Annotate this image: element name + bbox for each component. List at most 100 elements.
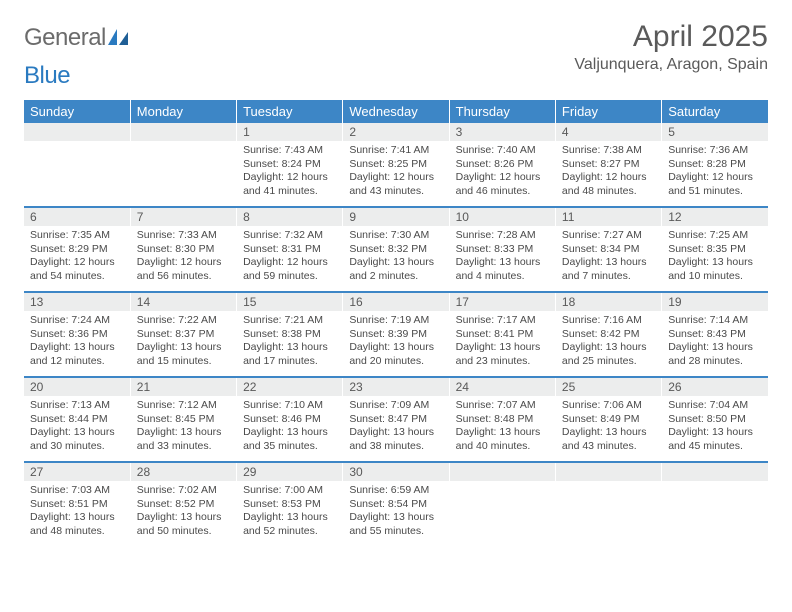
sunset-line: Sunset: 8:34 PM [562,243,655,257]
sunset-line: Sunset: 8:42 PM [562,328,655,342]
sunrise-line: Sunrise: 7:43 AM [243,144,336,158]
date-detail-cell: Sunrise: 7:12 AMSunset: 8:45 PMDaylight:… [130,396,236,462]
sunrise-line: Sunrise: 7:17 AM [456,314,549,328]
daylight-line: Daylight: 13 hours and 48 minutes. [30,511,124,538]
sunrise-line: Sunrise: 7:36 AM [668,144,762,158]
date-number-cell: 16 [343,292,449,311]
date-detail-cell: Sunrise: 7:03 AMSunset: 8:51 PMDaylight:… [24,481,130,547]
date-detail-cell: Sunrise: 7:33 AMSunset: 8:30 PMDaylight:… [130,226,236,292]
date-detail-cell: Sunrise: 7:24 AMSunset: 8:36 PMDaylight:… [24,311,130,377]
sunset-line: Sunset: 8:24 PM [243,158,336,172]
daylight-line: Daylight: 13 hours and 2 minutes. [349,256,442,283]
date-number-cell: 21 [130,377,236,396]
sunset-line: Sunset: 8:39 PM [349,328,442,342]
sunset-line: Sunset: 8:36 PM [30,328,124,342]
logo-word-general: General [24,24,106,51]
date-detail-cell [130,141,236,207]
date-detail-cell: Sunrise: 7:40 AMSunset: 8:26 PMDaylight:… [449,141,555,207]
sunset-line: Sunset: 8:54 PM [349,498,442,512]
daylight-line: Daylight: 12 hours and 56 minutes. [137,256,230,283]
sunset-line: Sunset: 8:49 PM [562,413,655,427]
daylight-line: Daylight: 13 hours and 43 minutes. [562,426,655,453]
sunrise-line: Sunrise: 6:59 AM [349,484,442,498]
daylight-line: Daylight: 13 hours and 45 minutes. [668,426,762,453]
dow-header: Tuesday [237,100,343,123]
daylight-line: Daylight: 12 hours and 46 minutes. [456,171,549,198]
daylight-line: Daylight: 12 hours and 59 minutes. [243,256,336,283]
date-detail-cell: Sunrise: 7:22 AMSunset: 8:37 PMDaylight:… [130,311,236,377]
date-detail-cell: Sunrise: 7:28 AMSunset: 8:33 PMDaylight:… [449,226,555,292]
date-detail-cell: Sunrise: 7:06 AMSunset: 8:49 PMDaylight:… [555,396,661,462]
date-detail-cell: Sunrise: 7:43 AMSunset: 8:24 PMDaylight:… [237,141,343,207]
sunset-line: Sunset: 8:29 PM [30,243,124,257]
daylight-line: Daylight: 13 hours and 17 minutes. [243,341,336,368]
logo-word-blue: Blue [24,62,70,89]
date-detail-cell: Sunrise: 7:02 AMSunset: 8:52 PMDaylight:… [130,481,236,547]
sunset-line: Sunset: 8:30 PM [137,243,230,257]
sunset-line: Sunset: 8:51 PM [30,498,124,512]
date-number-row: 13141516171819 [24,292,768,311]
date-number-cell: 17 [449,292,555,311]
date-number-cell: 24 [449,377,555,396]
calendar-page: General Blue April 2025 Valjunquera, Arag… [0,0,792,567]
sunset-line: Sunset: 8:31 PM [243,243,336,257]
sunrise-line: Sunrise: 7:41 AM [349,144,442,158]
logo: General Blue [24,24,128,90]
daylight-line: Daylight: 13 hours and 15 minutes. [137,341,230,368]
sunset-line: Sunset: 8:41 PM [456,328,549,342]
date-detail-cell: Sunrise: 7:04 AMSunset: 8:50 PMDaylight:… [662,396,768,462]
sunrise-line: Sunrise: 7:00 AM [243,484,336,498]
page-header: General Blue April 2025 Valjunquera, Arag… [24,20,768,90]
day-of-week-row: Sunday Monday Tuesday Wednesday Thursday… [24,100,768,123]
sunset-line: Sunset: 8:35 PM [668,243,762,257]
date-number-cell: 11 [555,207,661,226]
date-number-cell: 8 [237,207,343,226]
date-detail-row: Sunrise: 7:43 AMSunset: 8:24 PMDaylight:… [24,141,768,207]
date-number-row: 12345 [24,123,768,141]
date-number-cell [662,462,768,481]
sunset-line: Sunset: 8:33 PM [456,243,549,257]
date-number-cell: 23 [343,377,449,396]
dow-header: Friday [555,100,661,123]
date-detail-cell: Sunrise: 7:41 AMSunset: 8:25 PMDaylight:… [343,141,449,207]
date-detail-cell: Sunrise: 7:16 AMSunset: 8:42 PMDaylight:… [555,311,661,377]
daylight-line: Daylight: 13 hours and 7 minutes. [562,256,655,283]
date-number-cell [449,462,555,481]
daylight-line: Daylight: 12 hours and 48 minutes. [562,171,655,198]
daylight-line: Daylight: 13 hours and 23 minutes. [456,341,549,368]
sunrise-line: Sunrise: 7:14 AM [668,314,762,328]
date-detail-cell [24,141,130,207]
date-number-cell: 2 [343,123,449,141]
date-number-cell: 30 [343,462,449,481]
daylight-line: Daylight: 13 hours and 25 minutes. [562,341,655,368]
sunset-line: Sunset: 8:50 PM [668,413,762,427]
date-number-cell: 28 [130,462,236,481]
sunrise-line: Sunrise: 7:22 AM [137,314,230,328]
daylight-line: Daylight: 12 hours and 54 minutes. [30,256,124,283]
date-detail-cell: Sunrise: 6:59 AMSunset: 8:54 PMDaylight:… [343,481,449,547]
daylight-line: Daylight: 13 hours and 52 minutes. [243,511,336,538]
date-detail-row: Sunrise: 7:35 AMSunset: 8:29 PMDaylight:… [24,226,768,292]
title-block: April 2025 Valjunquera, Aragon, Spain [574,20,768,74]
sunset-line: Sunset: 8:27 PM [562,158,655,172]
date-detail-cell: Sunrise: 7:35 AMSunset: 8:29 PMDaylight:… [24,226,130,292]
logo-sail-icon [108,24,128,52]
sunrise-line: Sunrise: 7:13 AM [30,399,124,413]
sunset-line: Sunset: 8:46 PM [243,413,336,427]
date-number-cell: 15 [237,292,343,311]
sunrise-line: Sunrise: 7:32 AM [243,229,336,243]
daylight-line: Daylight: 12 hours and 41 minutes. [243,171,336,198]
date-number-cell: 14 [130,292,236,311]
dow-header: Thursday [449,100,555,123]
sunrise-line: Sunrise: 7:35 AM [30,229,124,243]
date-number-cell: 3 [449,123,555,141]
date-number-row: 20212223242526 [24,377,768,396]
dow-header: Sunday [24,100,130,123]
daylight-line: Daylight: 13 hours and 38 minutes. [349,426,442,453]
dow-header: Saturday [662,100,768,123]
date-number-cell: 9 [343,207,449,226]
date-number-cell [130,123,236,141]
sunrise-line: Sunrise: 7:06 AM [562,399,655,413]
date-detail-cell: Sunrise: 7:30 AMSunset: 8:32 PMDaylight:… [343,226,449,292]
sunrise-line: Sunrise: 7:10 AM [243,399,336,413]
